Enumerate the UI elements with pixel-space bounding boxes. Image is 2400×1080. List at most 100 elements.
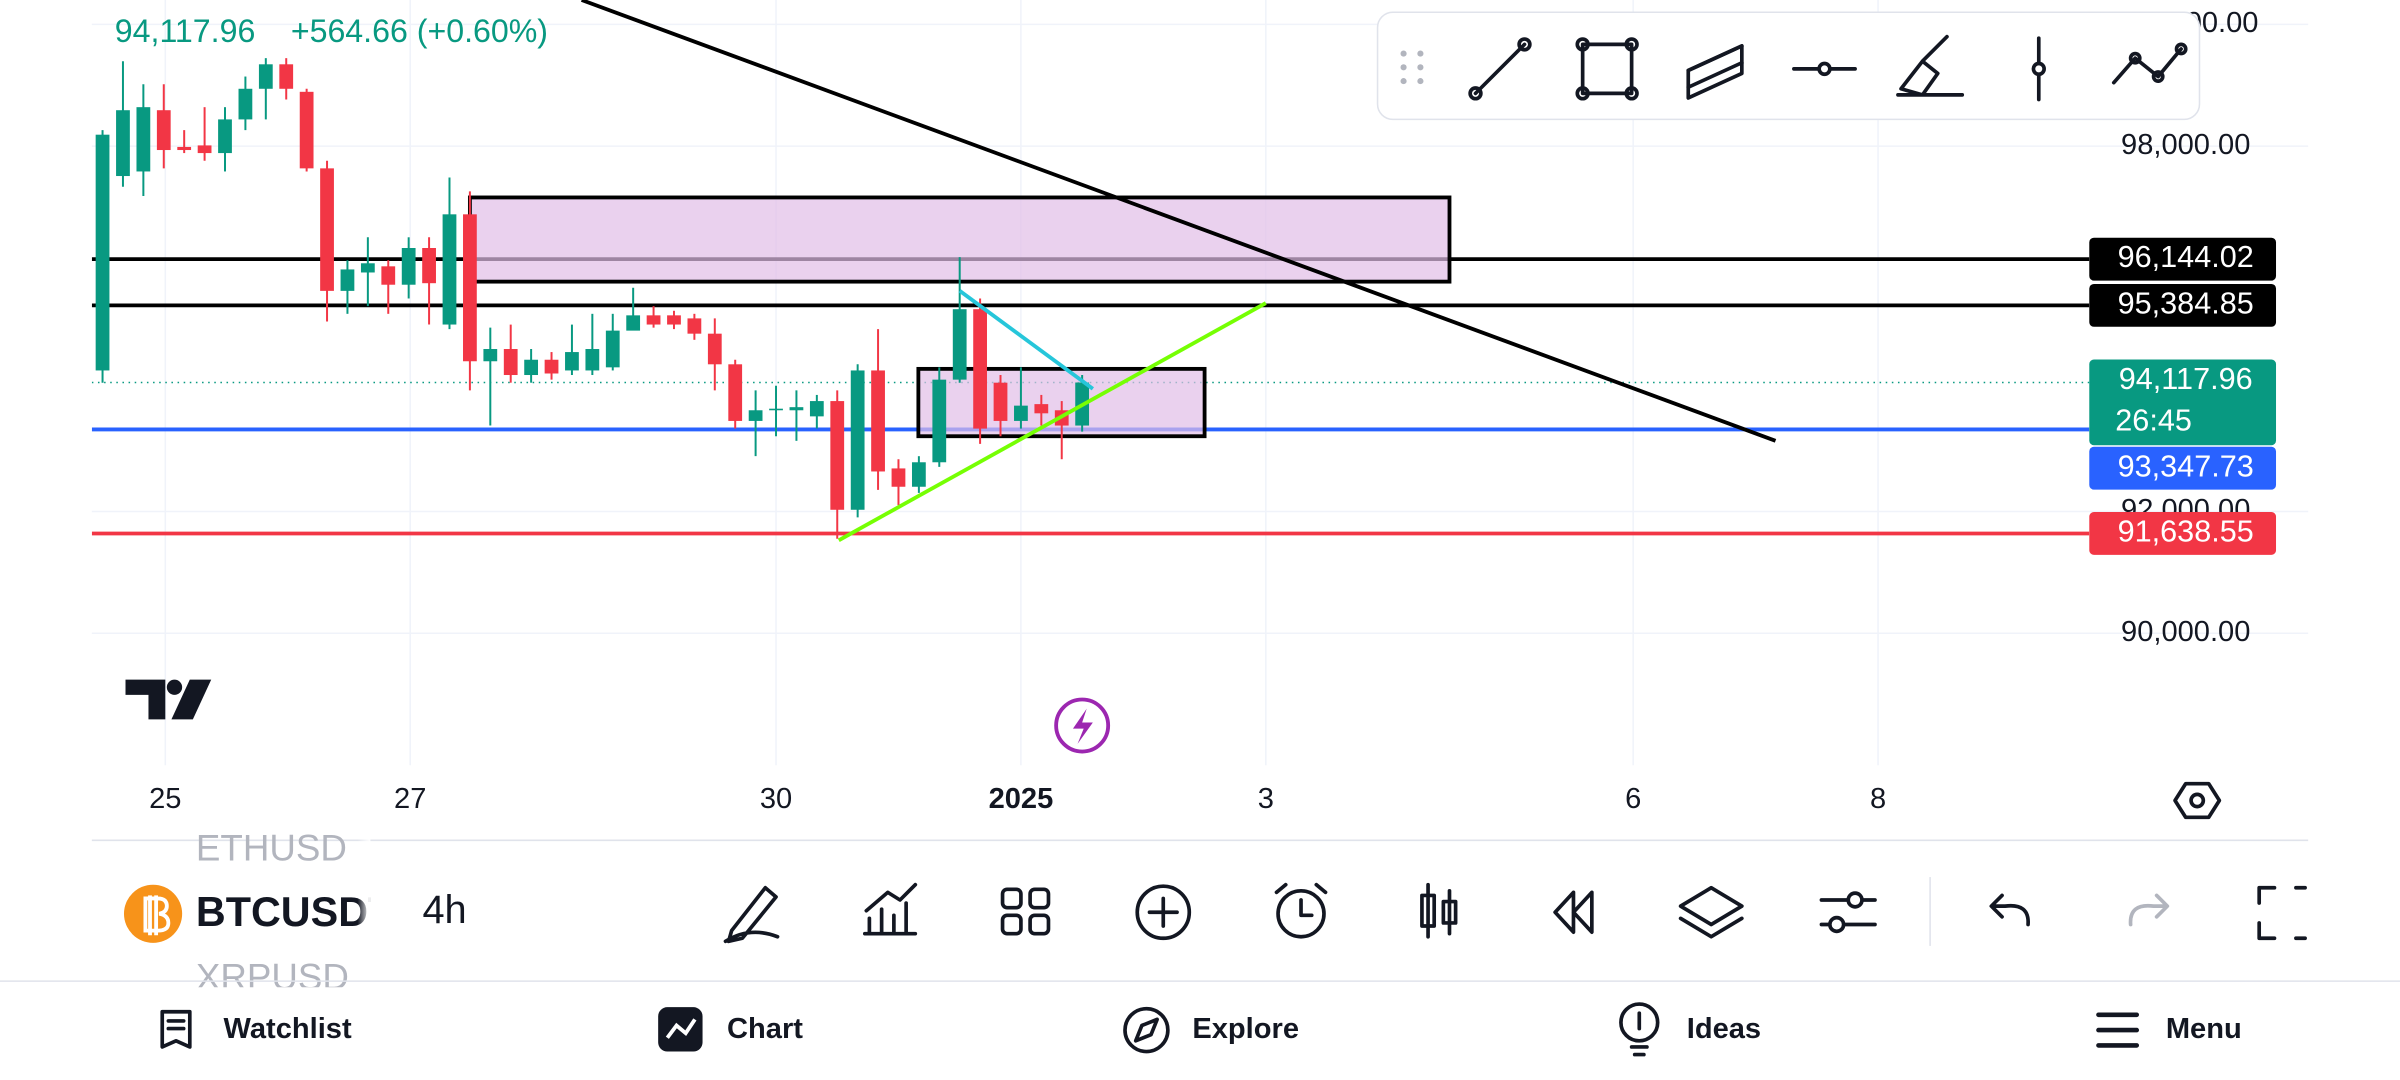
undo-button[interactable] — [1989, 893, 2030, 927]
last-price: 94,117.96 — [115, 13, 256, 49]
candle-body — [687, 318, 702, 334]
price-badge — [2089, 283, 2277, 327]
candle-body — [279, 64, 294, 89]
horizontal-line-tool[interactable] — [1792, 61, 1857, 77]
x-tick-label: 30 — [760, 783, 792, 815]
drag-handle[interactable] — [1400, 50, 1424, 85]
candle-body — [565, 352, 579, 371]
candle-body — [769, 408, 783, 411]
x-tick-label: 8 — [1870, 783, 1886, 815]
symbol-selector[interactable]: ETHUSD BTCUSDT XRPUSD — [123, 828, 393, 998]
candle-body — [258, 64, 273, 89]
candle-body — [952, 309, 967, 380]
interval[interactable]: 4h — [422, 888, 466, 932]
candle-body — [911, 462, 926, 487]
candle-body — [401, 248, 416, 285]
candle-body — [585, 349, 600, 371]
trend-line-tool[interactable] — [1468, 37, 1532, 101]
coin-icon — [123, 884, 183, 943]
candle-body — [136, 107, 151, 172]
candle-body — [238, 88, 253, 120]
price-badge — [2089, 446, 2277, 490]
trend-line[interactable] — [837, 301, 1267, 542]
ideas-tab[interactable]: Ideas — [1619, 1002, 1761, 1057]
candle-body — [707, 333, 722, 365]
indicators-button[interactable] — [862, 882, 918, 936]
chart-type-button[interactable] — [1420, 882, 1458, 939]
price-badge-label: 95,384.85 — [2118, 286, 2254, 320]
candle-body — [381, 266, 396, 285]
x-tick-label: 6 — [1625, 783, 1641, 815]
watchlist-tab[interactable]: Watchlist — [160, 1009, 352, 1049]
candle-body — [544, 359, 559, 374]
y-tick-label: 90,000.00 — [2121, 616, 2250, 648]
settings-button[interactable] — [1819, 891, 1877, 934]
candle-body — [320, 168, 334, 291]
candle-body — [218, 119, 232, 154]
candle-body — [973, 309, 987, 429]
price-badge-label: 91,638.55 — [2118, 515, 2254, 549]
layers-button[interactable] — [1678, 885, 1744, 939]
draw-button[interactable] — [723, 885, 780, 944]
candle-body — [1034, 404, 1049, 414]
lightning-button[interactable] — [1054, 697, 1111, 754]
candle-body — [177, 146, 192, 151]
trend-line[interactable] — [958, 289, 1094, 391]
candle-body — [891, 468, 906, 487]
nav-label: Chart — [727, 1013, 803, 1045]
price-change: +564.66 (+0.60%) — [291, 13, 548, 49]
vertical-line-tool[interactable] — [2031, 36, 2046, 102]
price-badges: 96,144.02 95,384.85 94,117.96 26:45 93,347.7… — [2089, 237, 2277, 555]
candle-body — [95, 134, 110, 371]
candle-body — [728, 364, 743, 421]
drawing-toolbar — [1376, 11, 2201, 121]
x-tick-label: 25 — [149, 783, 181, 815]
candle-body — [524, 359, 539, 376]
candle-body — [871, 370, 885, 472]
grid — [91, 0, 2309, 766]
candle-body — [503, 349, 518, 376]
price-badge-label: 93,347.73 — [2118, 449, 2254, 483]
chart-tab[interactable]: Chart — [658, 1007, 803, 1052]
candle-body — [646, 315, 661, 325]
candle-body — [299, 91, 314, 169]
candle-body — [932, 379, 947, 463]
add-button[interactable] — [1135, 884, 1192, 941]
nav-label: Watchlist — [223, 1013, 351, 1045]
candle-body — [809, 401, 824, 417]
candle-body — [789, 407, 804, 411]
coin-glyph — [143, 895, 171, 936]
candle-body — [116, 110, 130, 177]
candle-body — [1014, 405, 1028, 421]
time-axis: 25 27 30 2025 3 6 8 — [149, 783, 1886, 815]
layout-button[interactable] — [1000, 887, 1051, 936]
candle-body — [748, 410, 763, 421]
settings-button[interactable] — [2173, 781, 2222, 820]
x-tick-label: 2025 — [989, 783, 1054, 815]
bottom-navigation: Watchlist Chart Explore Ideas Menu — [160, 1002, 2242, 1057]
alert-button[interactable] — [1274, 882, 1328, 939]
nav-label: Menu — [2166, 1013, 2242, 1045]
price-badge — [2089, 237, 2277, 281]
explore-tab[interactable]: Explore — [1123, 1006, 1299, 1054]
replay-button[interactable] — [1553, 890, 1594, 934]
x-tick-label: 3 — [1258, 783, 1274, 815]
candle-body — [156, 110, 171, 151]
menu-tab[interactable]: Menu — [2096, 1012, 2242, 1048]
fullscreen-button[interactable] — [2257, 885, 2307, 941]
candle-body — [422, 248, 436, 284]
highlighter-tool[interactable] — [1896, 34, 1965, 97]
price-badge-label: 94,117.96 — [2119, 362, 2253, 396]
candle-body — [605, 330, 620, 368]
candle-body — [483, 349, 498, 362]
y-tick-label: 98,000.00 — [2121, 129, 2250, 161]
countdown: 26:45 — [2115, 403, 2192, 437]
rectangle-tool[interactable] — [1575, 37, 1639, 101]
trend-line[interactable] — [580, 0, 1777, 443]
redo-button[interactable] — [2128, 893, 2170, 927]
candle-body — [830, 401, 845, 510]
channel-tool[interactable] — [1686, 44, 1744, 100]
trend-lines — [580, 0, 1777, 542]
path-tool[interactable] — [2111, 42, 2188, 85]
